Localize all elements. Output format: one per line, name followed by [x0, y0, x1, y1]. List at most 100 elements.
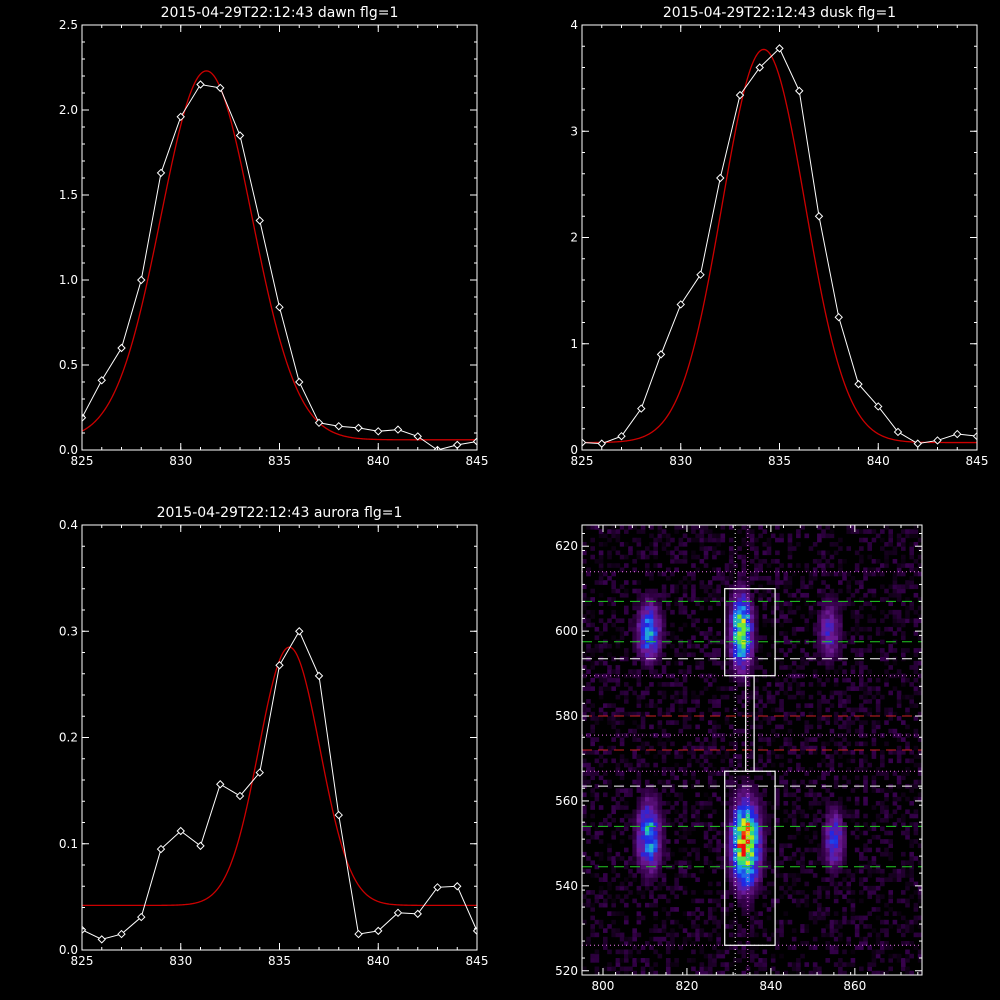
heatmap-cell — [657, 707, 663, 713]
heatmap-cell — [821, 843, 826, 849]
heatmap-cell — [649, 614, 654, 619]
heatmap-cell — [686, 716, 692, 721]
heatmap-cell — [846, 868, 852, 874]
heatmap-cell — [754, 567, 759, 573]
heatmap-cell — [674, 962, 679, 967]
heatmap-cell — [653, 754, 658, 759]
heatmap-cell — [619, 941, 625, 946]
heatmap-cell — [829, 817, 835, 823]
heatmap-cell — [766, 597, 772, 602]
heatmap-cell — [741, 792, 747, 798]
heatmap-cell — [607, 894, 612, 899]
heatmap-cell — [661, 817, 667, 823]
heatmap-cell — [821, 635, 826, 641]
heatmap-cell — [833, 643, 839, 649]
heatmap-cell — [875, 877, 881, 883]
heatmap-cell — [917, 690, 922, 696]
heatmap-cell — [598, 822, 604, 827]
heatmap-cell — [582, 771, 587, 776]
heatmap-cell — [670, 775, 675, 781]
heatmap-cell — [896, 754, 902, 759]
heatmap-cell — [644, 631, 650, 636]
heatmap-cell — [754, 622, 759, 628]
heatmap-cell — [716, 949, 721, 955]
heatmap-cell — [901, 631, 906, 636]
heatmap-cell — [607, 885, 612, 891]
heatmap-cell — [808, 575, 814, 581]
heatmap-cell — [905, 618, 910, 624]
heatmap-cell — [728, 885, 734, 891]
heatmap-cell — [812, 936, 818, 942]
heatmap-cell — [741, 894, 747, 899]
heatmap-cell — [623, 580, 629, 585]
heatmap-cell — [594, 558, 600, 564]
heatmap-cell — [611, 834, 616, 840]
heatmap-cell — [607, 911, 612, 916]
heatmap-cell — [661, 919, 667, 925]
heatmap-cell — [598, 558, 604, 564]
heatmap-cell — [628, 873, 633, 878]
heatmap-cell — [850, 575, 856, 581]
heatmap-cell — [712, 847, 717, 853]
heatmap-cell — [602, 750, 608, 755]
heatmap-cell — [644, 800, 650, 806]
heatmap-cell — [896, 703, 902, 708]
heatmap-cell — [657, 626, 663, 632]
heatmap-cell — [611, 932, 616, 938]
heatmap-cell — [644, 554, 650, 560]
heatmap-cell — [749, 834, 755, 840]
heatmap-cell — [733, 885, 738, 891]
heatmap-cell — [623, 915, 629, 921]
heatmap-cell — [728, 567, 734, 573]
heatmap-cell — [615, 788, 621, 793]
heatmap-cell — [707, 907, 713, 912]
heatmap-cell — [825, 592, 831, 598]
heatmap-cell — [733, 877, 738, 883]
heatmap-cell — [720, 970, 726, 975]
heatmap-cell — [619, 626, 625, 632]
heatmap-cell — [644, 762, 650, 768]
heatmap-cell — [909, 919, 915, 925]
heatmap-cell — [817, 614, 822, 619]
heatmap-cell — [678, 537, 684, 543]
heatmap-cell — [657, 847, 663, 853]
heatmap-cell — [720, 771, 726, 776]
data-point — [275, 302, 284, 312]
heatmap-cell — [699, 911, 705, 916]
heatmap-cell — [703, 537, 709, 543]
heatmap-cell — [674, 958, 679, 963]
heatmap-cell — [846, 728, 852, 734]
data-point — [413, 432, 422, 441]
heatmap-cell — [821, 571, 826, 577]
heatmap-cell — [716, 890, 721, 895]
heatmap-cell — [644, 885, 650, 891]
heatmap-cell — [825, 834, 831, 840]
heatmap-cell — [657, 839, 663, 844]
heatmap-cell — [665, 898, 671, 904]
heatmap-cell — [636, 817, 642, 823]
heatmap-cell — [846, 936, 852, 942]
heatmap-cell — [863, 741, 868, 747]
heatmap-cell — [695, 877, 700, 883]
heatmap-cell — [775, 941, 780, 946]
heatmap-cell — [586, 622, 591, 628]
heatmap-cell — [884, 554, 889, 560]
heatmap-cell — [888, 873, 894, 878]
heatmap-cell — [699, 529, 705, 534]
heatmap-cell — [598, 830, 604, 836]
heatmap-cell — [884, 788, 889, 793]
heatmap-cell — [859, 720, 864, 725]
heatmap-cell — [644, 788, 650, 793]
heatmap-cell — [838, 622, 843, 628]
heatmap-cell — [863, 936, 868, 942]
heatmap-cell — [896, 694, 902, 700]
heatmap-cell — [728, 635, 734, 641]
heatmap-cell — [720, 830, 726, 836]
heatmap-cell — [758, 665, 763, 670]
heatmap-cell — [707, 529, 713, 534]
heatmap-cell — [905, 741, 910, 747]
heatmap-cell — [745, 856, 751, 861]
heatmap-cell — [737, 618, 742, 624]
heatmap-cell — [766, 563, 772, 568]
heatmap-cell — [779, 703, 784, 708]
